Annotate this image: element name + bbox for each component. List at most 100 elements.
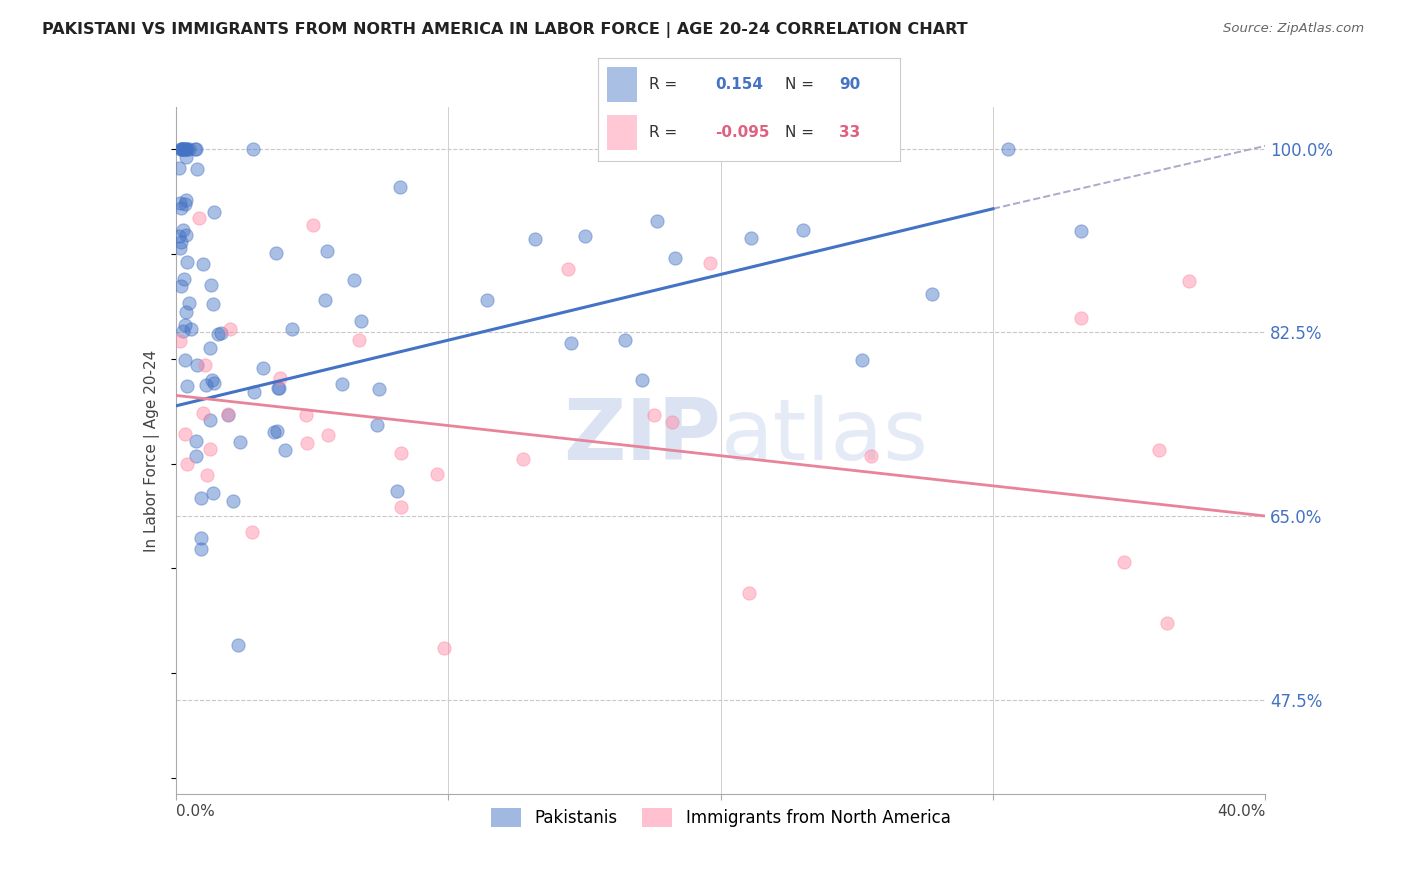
Point [477,293,499,307]
Point [186,142,208,156]
Point [301,218,323,232]
Point [432,640,454,655]
Text: PAKISTANI VS IMMIGRANTS FROM NORTH AMERICA IN LABOR FORCE | AGE 20-24 CORRELATIO: PAKISTANI VS IMMIGRANTS FROM NORTH AMERI… [42,22,967,38]
Point [740,231,762,245]
Point [170,235,193,249]
Point [1178,274,1201,288]
Point [699,256,721,270]
Point [630,373,652,387]
Legend: Pakistanis, Immigrants from North America: Pakistanis, Immigrants from North Americ… [484,801,957,834]
Point [792,223,814,237]
Point [176,194,198,208]
Point [190,491,212,505]
Point [269,371,291,385]
Point [426,467,449,481]
Point [209,326,232,340]
Point [207,326,229,341]
Point [349,334,371,348]
Point [176,379,198,393]
Point [174,197,197,211]
Point [200,442,222,456]
Point [997,142,1019,156]
Point [512,452,534,467]
Point [173,318,195,332]
Point [851,142,873,156]
Point [243,385,266,400]
Point [851,352,873,367]
Point [316,244,339,258]
Point [202,205,225,219]
Point [273,443,295,458]
Point [202,376,225,390]
Point [366,417,388,432]
Point [229,434,252,449]
Point [523,231,546,245]
Point [174,353,197,368]
Point [643,408,665,422]
Point [252,361,274,376]
Point [645,214,668,228]
Point [194,358,217,372]
Text: R =: R = [650,77,682,92]
Point [1070,224,1092,238]
Text: -0.095: -0.095 [716,126,770,140]
Point [193,406,215,420]
Text: N =: N = [785,126,814,140]
Point [217,407,239,421]
Point [176,150,198,164]
Point [184,449,207,463]
Point [295,436,318,450]
Point [201,373,224,387]
Text: atlas: atlas [721,395,928,478]
Point [174,305,197,319]
Point [200,277,222,292]
Point [170,201,193,215]
Point [1147,442,1170,457]
Point [201,485,224,500]
Point [180,322,202,336]
Point [177,142,200,156]
Point [385,484,408,499]
Point [389,446,412,460]
Point [281,322,304,336]
Point [661,415,683,429]
Point [226,638,249,652]
Point [172,324,194,338]
Point [176,142,198,156]
Point [240,524,263,539]
Bar [606,67,637,102]
Point [170,142,193,156]
Point [184,142,207,156]
Point [557,261,579,276]
Point [172,223,194,237]
Point [190,531,212,545]
Point [921,286,943,301]
Y-axis label: In Labor Force | Age 20-24: In Labor Force | Age 20-24 [143,350,160,551]
Text: 0.0%: 0.0% [176,805,215,820]
Point [738,586,761,600]
Point [614,333,637,347]
Point [389,500,412,514]
Text: 90: 90 [839,77,860,92]
Point [342,273,364,287]
Point [1070,310,1092,325]
Point [172,142,194,156]
Point [266,424,288,438]
Point [167,161,190,175]
Point [187,211,209,225]
Point [368,382,391,396]
Text: 33: 33 [839,126,860,140]
Text: Source: ZipAtlas.com: Source: ZipAtlas.com [1223,22,1364,36]
Point [269,381,291,395]
Point [330,377,353,392]
Point [174,142,197,156]
Point [202,297,225,311]
Point [198,341,221,355]
Text: 0.154: 0.154 [716,77,763,92]
Text: 40.0%: 40.0% [1218,805,1265,820]
Point [218,321,240,335]
Point [198,413,221,427]
Point [174,142,197,156]
Point [169,334,191,348]
Point [167,229,190,244]
